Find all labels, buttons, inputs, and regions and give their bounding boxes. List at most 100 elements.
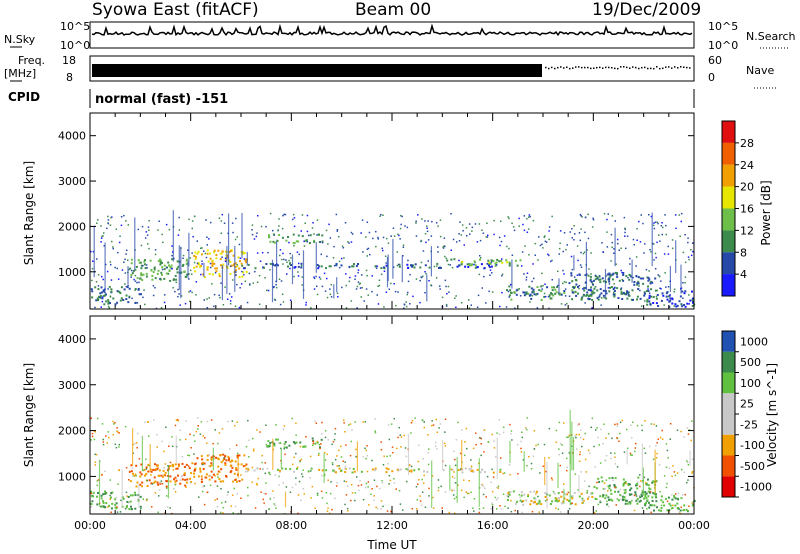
echo-streak <box>167 466 170 499</box>
echo-pixel <box>687 479 689 481</box>
echo-pixel <box>115 228 118 230</box>
echo-pixel <box>315 422 318 424</box>
echo-pixel <box>498 260 501 263</box>
echo-pixel <box>648 506 651 509</box>
echo-pixel <box>273 442 276 445</box>
echo-pixel <box>399 434 401 436</box>
echo-pixel <box>364 447 366 450</box>
echo-pixel <box>607 490 609 492</box>
echo-pixel <box>654 252 657 255</box>
echo-pixel <box>656 289 658 292</box>
echo-pixel <box>619 421 622 424</box>
echo-pixel <box>245 445 248 448</box>
echo-pixel <box>214 475 216 477</box>
echo-pixel <box>317 233 320 236</box>
echo-pixel <box>679 295 682 298</box>
echo-pixel <box>236 283 238 286</box>
echo-pixel <box>284 441 287 443</box>
echo-pixel <box>484 267 486 269</box>
echo-pixel <box>171 254 173 257</box>
echo-pixel <box>478 511 481 514</box>
echo-pixel <box>380 500 383 502</box>
echo-pixel <box>683 471 685 474</box>
echo-pixel <box>635 499 638 502</box>
echo-pixel <box>359 287 362 289</box>
echo-pixel <box>360 232 362 234</box>
echo-pixel <box>378 279 381 281</box>
echo-pixel <box>497 497 499 499</box>
echo-pixel <box>275 438 278 441</box>
echo-pixel <box>199 266 202 269</box>
echo-pixel <box>139 483 142 486</box>
echo-pixel <box>610 286 613 289</box>
echo-pixel <box>189 257 192 259</box>
echo-pixel <box>91 267 94 270</box>
echo-pixel <box>668 502 671 505</box>
echo-pixel <box>263 492 265 495</box>
echo-pixel <box>386 237 388 240</box>
echo-pixel <box>646 276 649 279</box>
echo-pixel <box>241 275 244 278</box>
echo-pixel <box>280 280 283 282</box>
echo-pixel <box>282 428 285 431</box>
echo-pixel <box>183 466 186 468</box>
echo-pixel <box>691 504 694 507</box>
echo-pixel <box>673 496 676 499</box>
echo-pixel <box>692 301 695 304</box>
echo-pixel <box>251 233 254 236</box>
echo-pixel <box>536 490 538 493</box>
echo-pixel <box>278 476 280 478</box>
echo-pixel <box>605 454 608 457</box>
echo-pixel <box>104 294 106 297</box>
echo-pixel <box>229 460 232 463</box>
echo-pixel <box>334 458 337 461</box>
echo-pixel <box>109 479 111 481</box>
echo-pixel <box>671 494 673 496</box>
nave-tick-top: 60 <box>708 54 722 67</box>
echo-pixel <box>456 265 459 268</box>
echo-pixel <box>608 484 611 487</box>
echo-pixel <box>681 468 683 471</box>
echo-pixel <box>682 251 685 254</box>
echo-pixel <box>546 286 549 289</box>
echo-pixel <box>236 263 238 266</box>
echo-pixel <box>641 424 643 427</box>
echo-pixel <box>599 500 601 502</box>
echo-pixel <box>594 286 597 288</box>
echo-pixel <box>219 454 222 457</box>
echo-pixel <box>335 213 338 216</box>
echo-pixel <box>119 292 122 295</box>
echo-pixel <box>172 469 175 471</box>
echo-pixel <box>660 504 663 507</box>
echo-pixel <box>195 281 198 283</box>
echo-pixel <box>532 455 535 457</box>
echo-pixel <box>415 486 418 488</box>
echo-pixel <box>395 304 397 307</box>
echo-pixel <box>506 289 508 292</box>
echo-pixel <box>510 298 513 301</box>
echo-pixel <box>321 497 324 499</box>
echo-pixel <box>593 445 595 448</box>
echo-pixel <box>465 227 468 229</box>
echo-pixel <box>442 469 445 472</box>
echo-pixel <box>125 220 127 222</box>
echo-pixel <box>243 258 246 260</box>
echo-pixel <box>360 470 363 473</box>
echo-pixel <box>648 297 651 300</box>
echo-pixel <box>202 273 205 276</box>
echo-pixel <box>115 507 118 510</box>
echo-streak <box>149 444 151 473</box>
echo-pixel <box>594 466 596 468</box>
echo-pixel <box>576 245 579 247</box>
echo-pixel <box>138 458 141 460</box>
echo-pixel <box>316 492 319 495</box>
echo-pixel <box>374 467 377 470</box>
echo-pixel <box>193 475 196 478</box>
echo-pixel <box>302 469 304 471</box>
echo-pixel <box>370 493 372 496</box>
echo-pixel <box>93 438 96 441</box>
echo-pixel <box>286 261 288 264</box>
echo-pixel <box>629 275 632 278</box>
echo-streak <box>563 488 565 505</box>
echo-pixel <box>106 227 108 230</box>
